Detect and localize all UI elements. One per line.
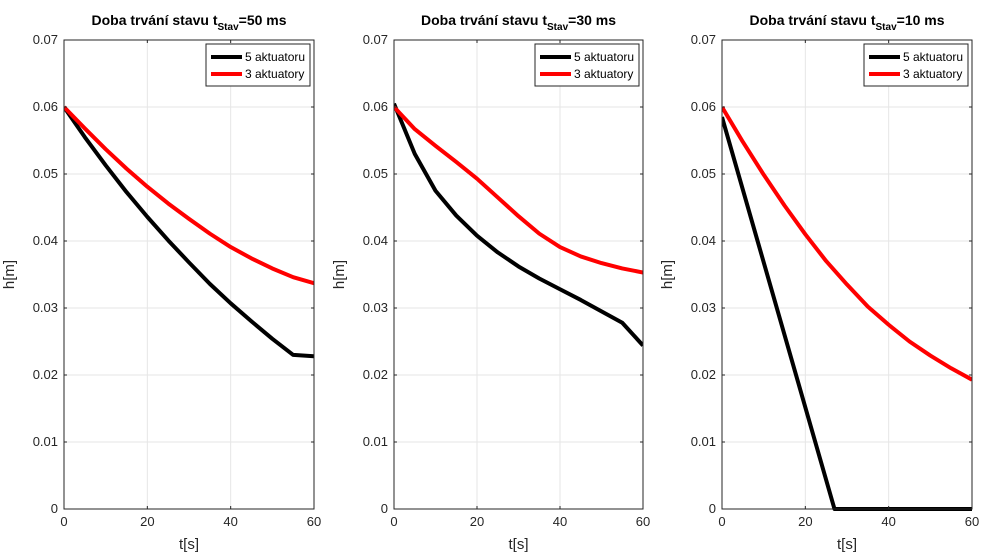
subplot-1: 0 20 40 60 0 0.01 0.02 0.03 0.04 0.05 0.06 0.07 t[s]… [1,12,321,553]
y-tick-label: 0.06 [33,99,58,114]
y-tick-label: 0.01 [691,434,716,449]
y-tick-label: 0.04 [33,233,58,248]
subplot-2: 0 20 40 60 0 0.01 0.02 0.03 0.04 0.05 0.06 0.07 t[s]… [331,12,650,553]
y-tick-label: 0.04 [363,233,388,248]
series-line-black [64,105,314,359]
chart-title: Doba trvání stavu tStav=30 ms [421,12,616,33]
y-tick-label: 0.04 [691,233,716,248]
y-tick-label: 0.03 [363,300,388,315]
legend-label: 5 aktuatoru [245,50,305,64]
x-tick-label: 0 [718,514,725,529]
legend-label: 3 aktuatory [574,67,633,81]
legend-label: 3 aktuatory [903,67,962,81]
y-tick-label: 0.07 [33,32,58,47]
y-tick-label: 0.07 [691,32,716,47]
x-tick-label: 60 [307,514,321,529]
plot-area [394,40,643,509]
y-tick-label: 0.02 [691,367,716,382]
x-tick-label: 60 [965,514,979,529]
legend-label: 3 aktuatory [245,67,304,81]
series-line-red [722,105,972,382]
x-tick-label: 20 [140,514,154,529]
x-tick-label: 0 [60,514,67,529]
legend-label: 5 aktuatoru [574,50,634,64]
series-line-black [394,102,643,347]
chart-title: Doba trvání stavu tStav=10 ms [749,12,944,33]
y-tick-label: 0 [381,501,388,516]
x-tick-label: 40 [881,514,895,529]
legend: 5 aktuatoru 3 aktuatory [863,43,969,87]
x-tick-label: 40 [553,514,567,529]
x-tick-label: 60 [636,514,650,529]
axes-box [721,39,973,510]
x-axis-label: t[s] [508,536,528,553]
x-tick-label: 20 [798,514,812,529]
y-tick-label: 0.05 [33,166,58,181]
series-line-red [394,105,643,275]
y-axis-label: h[m] [1,260,18,289]
y-tick-label: 0.02 [33,367,58,382]
y-tick-label: 0.03 [33,300,58,315]
x-tick-label: 40 [223,514,237,529]
y-tick-label: 0.02 [363,367,388,382]
legend-box [205,43,311,87]
y-tick-label: 0.01 [363,434,388,449]
axes-box [63,39,315,510]
y-tick-label: 0.06 [363,99,388,114]
x-tick-label: 0 [390,514,397,529]
y-tick-label: 0.05 [363,166,388,181]
axes-box [393,39,644,510]
plot-area [64,40,314,509]
plot-area [722,40,972,509]
y-tick-label: 0.05 [691,166,716,181]
legend-box [863,43,969,87]
y-tick-label: 0 [709,501,716,516]
series-line-red [64,105,314,286]
y-tick-label: 0 [51,501,58,516]
legend-label: 5 aktuatoru [903,50,963,64]
y-axis-label: h[m] [659,260,676,289]
legend: 5 aktuatoru 3 aktuatory [205,43,311,87]
legend-box [534,43,640,87]
x-tick-label: 20 [470,514,484,529]
y-tick-label: 0.01 [33,434,58,449]
y-axis-label: h[m] [331,260,348,289]
chart-title: Doba trvání stavu tStav=50 ms [91,12,286,33]
y-tick-label: 0.06 [691,99,716,114]
x-axis-label: t[s] [837,536,857,553]
y-tick-label: 0.07 [363,32,388,47]
subplot-3: 0 20 40 60 0 0.01 0.02 0.03 0.04 0.05 0.06 0.07 t[s]… [659,12,979,553]
legend: 5 aktuatoru 3 aktuatory [534,43,640,87]
y-tick-label: 0.03 [691,300,716,315]
x-axis-label: t[s] [179,536,199,553]
